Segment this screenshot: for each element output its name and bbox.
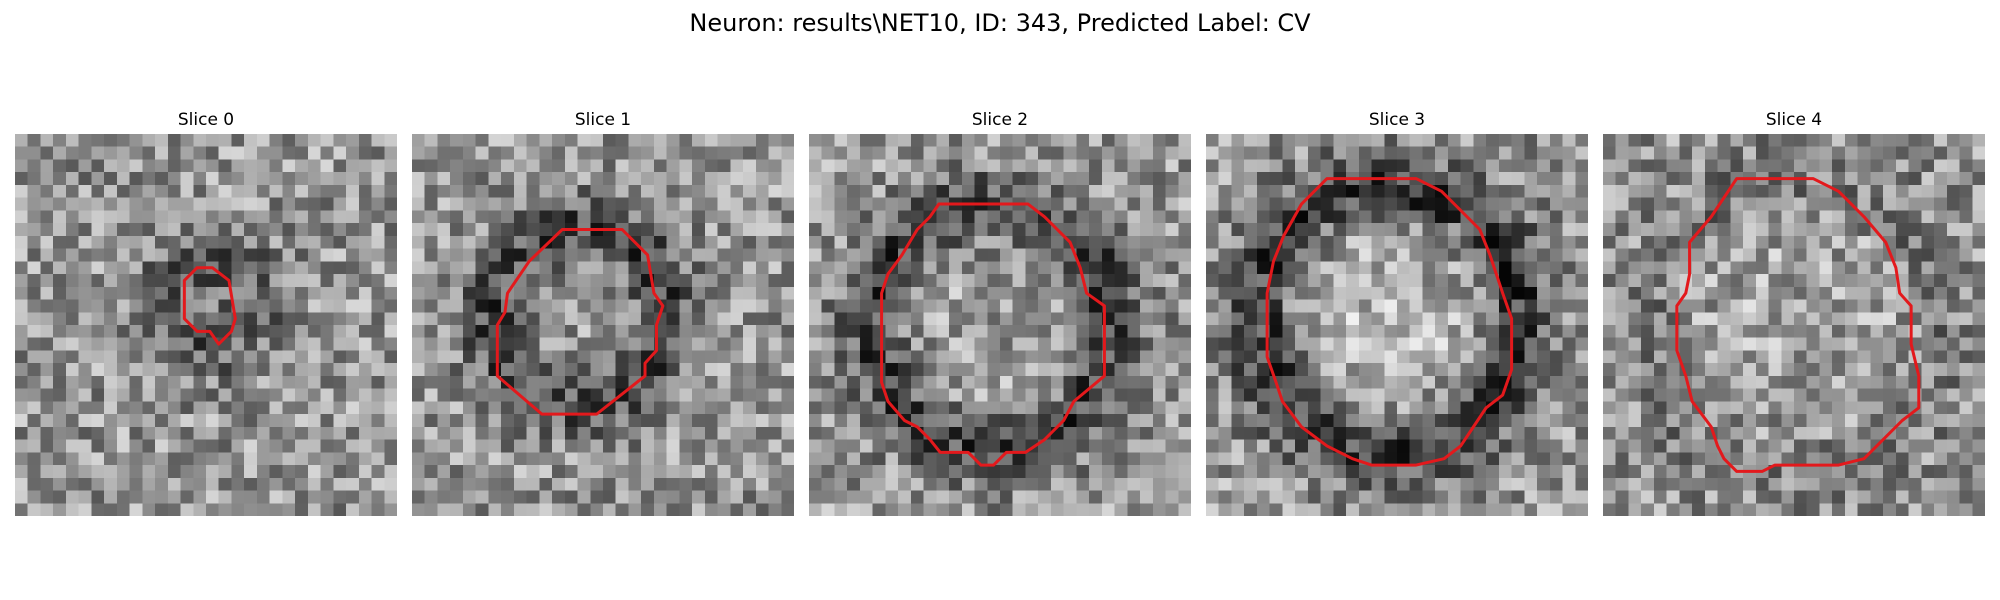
slice-title-4: Slice 4 [1765,110,1823,130]
figure-title: Neuron: results\NET10, ID: 343, Predicte… [689,9,1311,37]
slice-image-2 [809,134,1191,516]
slice-title-0: Slice 0 [177,110,235,130]
slice-title-2: Slice 2 [971,110,1029,130]
slice-image-4 [1603,134,1985,516]
slice-image-3 [1206,134,1588,516]
slice-title-3: Slice 3 [1368,110,1426,130]
contour-outline-1 [497,230,663,415]
slice-image-0 [15,134,397,516]
contour-outline-2 [882,204,1105,465]
slice-image-1 [412,134,794,516]
contour-outline-0 [184,268,235,344]
contour-outline-4 [1677,179,1919,472]
slice-title-1: Slice 1 [574,110,632,130]
contour-outline-3 [1267,179,1511,466]
